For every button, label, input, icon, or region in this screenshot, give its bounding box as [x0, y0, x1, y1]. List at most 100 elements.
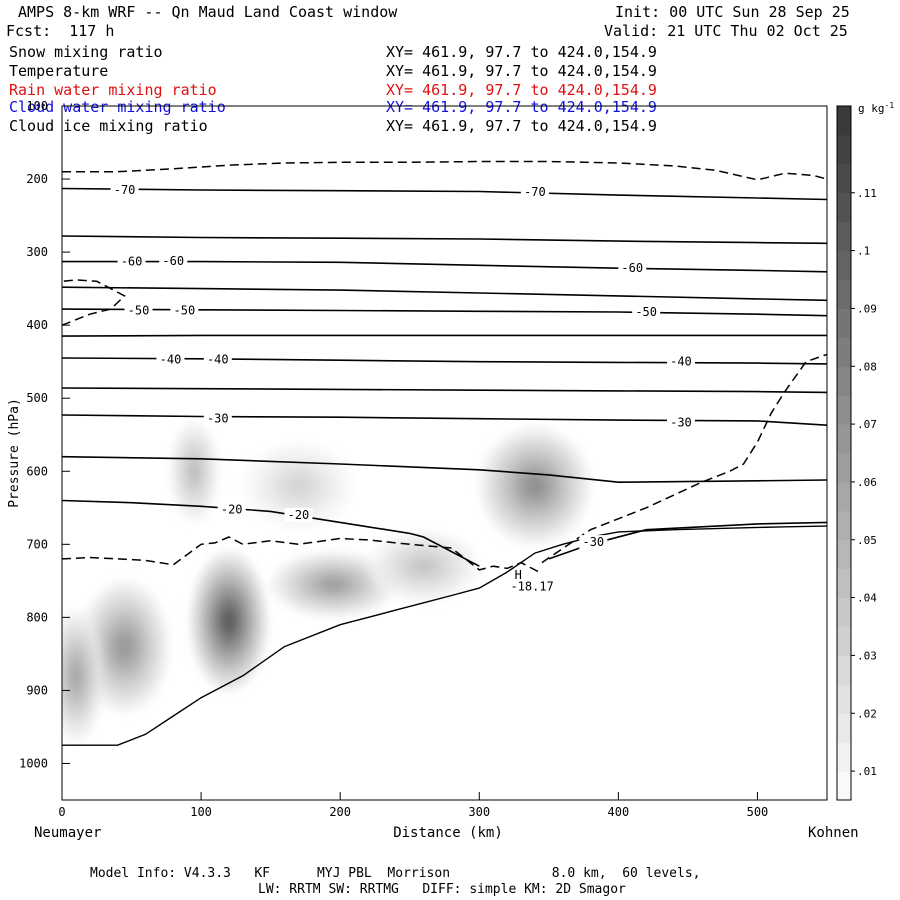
terrain-line — [62, 525, 827, 746]
snow-cell — [80, 580, 170, 713]
snow-contour-band — [189, 461, 200, 482]
isotherm-label: -70 — [524, 185, 546, 199]
isotherm-label-bg — [170, 303, 199, 318]
colorbar-segment — [837, 221, 851, 252]
x-tick-label: 0 — [58, 805, 65, 819]
snow-contour-band — [65, 652, 86, 700]
colorbar-segment — [837, 771, 851, 801]
snow-contour-band — [185, 452, 204, 490]
colorbar-tick-label: .1 — [857, 245, 870, 258]
y-tick-label: 900 — [26, 683, 48, 697]
chart-title: AMPS 8-km WRF -- Qn Maud Land Coast wind… — [18, 3, 398, 21]
snow-contour-band — [287, 477, 310, 495]
colorbar-segment — [837, 279, 851, 309]
colorbar-segment — [837, 134, 851, 165]
field-name: Cloud water mixing ratio — [9, 98, 226, 116]
snow-cell — [270, 551, 396, 618]
colorbar-tick-label: .06 — [857, 476, 877, 489]
isotherm-label-bg — [110, 183, 139, 198]
colorbar-segment — [837, 597, 851, 627]
colorbar-segment — [837, 539, 851, 570]
x-tick-label: 200 — [329, 805, 351, 819]
snow-contour-band — [62, 620, 100, 732]
isotherm-label-bg — [124, 303, 153, 318]
x-tick-label: 500 — [747, 805, 769, 819]
field-name: Cloud ice mixing ratio — [9, 117, 208, 135]
isotherm-label-bg — [666, 354, 695, 369]
snow-contour-band — [214, 596, 243, 647]
y-tick-label: 300 — [26, 245, 48, 259]
snow-contour-band — [514, 464, 555, 507]
colorbar-segment — [837, 481, 851, 512]
isotherm-line — [62, 455, 827, 484]
dashed-contour-line — [62, 279, 126, 326]
left-endpoint-label: Neumayer — [34, 825, 101, 841]
isotherm-line — [62, 499, 480, 567]
right-endpoint-label: Kohnen — [808, 825, 859, 841]
isotherm-label: -40 — [207, 352, 229, 366]
isotherm-label-bg — [666, 415, 695, 430]
snow-contour-band — [242, 442, 355, 530]
colorbar-tick-label: .11 — [857, 187, 877, 200]
colorbar-tick-label: .01 — [857, 765, 877, 778]
x-tick-label: 400 — [608, 805, 630, 819]
field-xy: XY= 461.9, 97.7 to 424.0,154.9 — [386, 43, 657, 61]
y-tick-label: 200 — [26, 172, 48, 186]
isotherm-label-bg — [117, 254, 146, 269]
annotation-label: H — [515, 568, 522, 582]
snow-contour-band — [87, 591, 162, 702]
colorbar-segment — [837, 510, 851, 541]
isotherm-label-bg — [156, 352, 185, 367]
y-tick-label: 700 — [26, 537, 48, 551]
plot-frame — [61, 105, 828, 801]
colorbar-tick-label: .04 — [857, 592, 877, 605]
colorbar-segment — [837, 742, 851, 772]
isotherm-label: -30 — [670, 415, 692, 429]
colorbar-segment — [837, 337, 851, 367]
snow-contour-band — [412, 558, 435, 574]
snow-contour-band — [269, 463, 328, 509]
snow-shading — [62, 420, 591, 742]
isotherm-line — [548, 521, 827, 560]
snow-contour-band — [70, 662, 82, 689]
y-tick-label: 1000 — [19, 756, 48, 770]
dashed-contour-line — [541, 353, 827, 564]
isotherm-label: -70 — [114, 183, 136, 197]
isotherm-label: -30 — [207, 412, 229, 426]
snow-contour-band — [189, 551, 268, 691]
temperature-isotherms — [62, 187, 827, 567]
field-xy: XY= 461.9, 97.7 to 424.0,154.9 — [386, 81, 657, 99]
snow-contour-band — [523, 474, 547, 498]
field-xy: XY= 461.9, 97.7 to 424.0,154.9 — [386, 62, 657, 80]
snow-contour-band — [196, 562, 262, 680]
isotherm-line — [62, 414, 827, 426]
colorbar-segment — [837, 568, 851, 599]
colorbar-segment — [837, 250, 851, 280]
isotherm-label: -30 — [582, 535, 604, 549]
colorbar-segment — [837, 395, 851, 425]
terrain-outline — [62, 525, 827, 746]
isotherm-line — [62, 334, 827, 337]
colorbar-segment — [837, 308, 851, 338]
colorbar-segment — [837, 192, 851, 223]
snow-contour-band — [108, 622, 141, 671]
x-axis-label: Distance (km) — [393, 825, 503, 841]
snow-contour-band — [62, 641, 91, 710]
snow-contour-band — [368, 529, 480, 603]
axes: 0 100 200 300 400 500100200300400500600700800… — [19, 99, 828, 819]
forecast-hour: Fcst: 117 h — [6, 22, 115, 40]
dashed-contour-line — [62, 160, 827, 181]
snow-contour-band — [376, 535, 471, 597]
snow-contour-band — [394, 547, 453, 586]
isotherm-line — [62, 286, 827, 302]
isotherm-label-bg — [284, 508, 313, 523]
init-time: Init: 00 UTC Sun 28 Sep 25 — [615, 3, 850, 21]
isotherm-label-bg — [632, 305, 661, 320]
colorbar-tick-label: .08 — [857, 360, 877, 373]
snow-contour-band — [385, 541, 462, 592]
isotherm-label: -50 — [635, 305, 657, 319]
isotherm-line — [62, 387, 827, 394]
isotherm-label: -40 — [670, 355, 692, 369]
y-tick-label: 500 — [26, 391, 48, 405]
field-name: Snow mixing ratio — [9, 43, 163, 61]
